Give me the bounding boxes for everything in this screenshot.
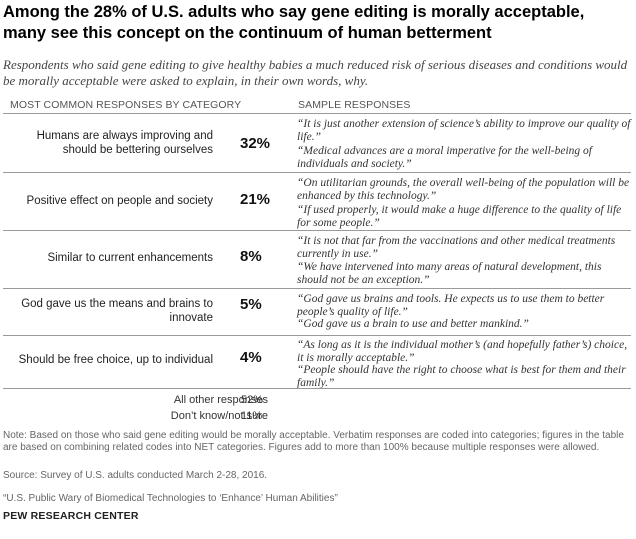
sample-quote: “It is just another extension of science… bbox=[297, 118, 631, 143]
sample-quote: “God gave us a brain to use and better m… bbox=[297, 318, 529, 330]
table-row: God gave us the means and brains to inno… bbox=[3, 288, 631, 335]
publisher-logo: PEW RESEARCH CENTER bbox=[3, 510, 139, 522]
category-label: Humans are always improving and should b… bbox=[36, 130, 213, 156]
category-label: God gave us the means and brains to inno… bbox=[21, 298, 213, 324]
category-percent: 32% bbox=[240, 135, 271, 152]
dont-know-percent: 11% bbox=[241, 410, 263, 422]
category-percent: 8% bbox=[240, 248, 262, 265]
dont-know-label: Don’t know/not sure bbox=[170, 410, 268, 422]
report-title: “U.S. Public Wary of Biomedical Technolo… bbox=[3, 493, 338, 504]
sample-quote: “We have intervened into many areas of n… bbox=[297, 261, 602, 286]
table-row: Humans are always improving and should b… bbox=[3, 113, 631, 172]
category-percent: 5% bbox=[240, 296, 262, 313]
column-header-categories: MOST COMMON RESPONSES BY CATEGORY bbox=[10, 99, 242, 111]
category-percent: 4% bbox=[240, 349, 262, 366]
page-subtitle: Respondents who said gene editing to giv… bbox=[3, 57, 628, 88]
sample-quote: “People should have the right to choose … bbox=[297, 364, 626, 389]
category-label: Similar to current enhancements bbox=[47, 252, 213, 264]
table-bottom-rule bbox=[3, 388, 631, 389]
sample-quote: “Medical advances are a moral imperative… bbox=[297, 145, 593, 170]
category-label: Should be free choice, up to individual bbox=[18, 354, 213, 366]
sample-quote: “On utilitarian grounds, the overall wel… bbox=[297, 177, 630, 202]
other-responses-label: All other responses bbox=[173, 394, 268, 406]
table-row: Similar to current enhancements 8% “It i… bbox=[3, 230, 631, 288]
sample-quote: “As long as it is the individual mother’… bbox=[297, 339, 628, 364]
category-percent: 21% bbox=[240, 191, 271, 208]
table-row: Positive effect on people and society 21… bbox=[3, 172, 631, 230]
source-note: Source: Survey of U.S. adults conducted … bbox=[3, 470, 268, 481]
page-title: Among the 28% of U.S. adults who say gen… bbox=[3, 3, 585, 42]
category-label: Positive effect on people and society bbox=[26, 195, 213, 207]
footnote: Note: Based on those who said gene editi… bbox=[3, 430, 624, 453]
sample-quote: “It is not that far from the vaccination… bbox=[297, 235, 616, 260]
sample-quote: “If used properly, it would make a huge … bbox=[297, 204, 622, 229]
table-row: Should be free choice, up to individual … bbox=[3, 335, 631, 389]
sample-quote: “God gave us brains and tools. He expect… bbox=[297, 293, 605, 318]
other-responses-percent: 52% bbox=[241, 394, 264, 406]
column-header-samples: SAMPLE RESPONSES bbox=[298, 99, 411, 111]
